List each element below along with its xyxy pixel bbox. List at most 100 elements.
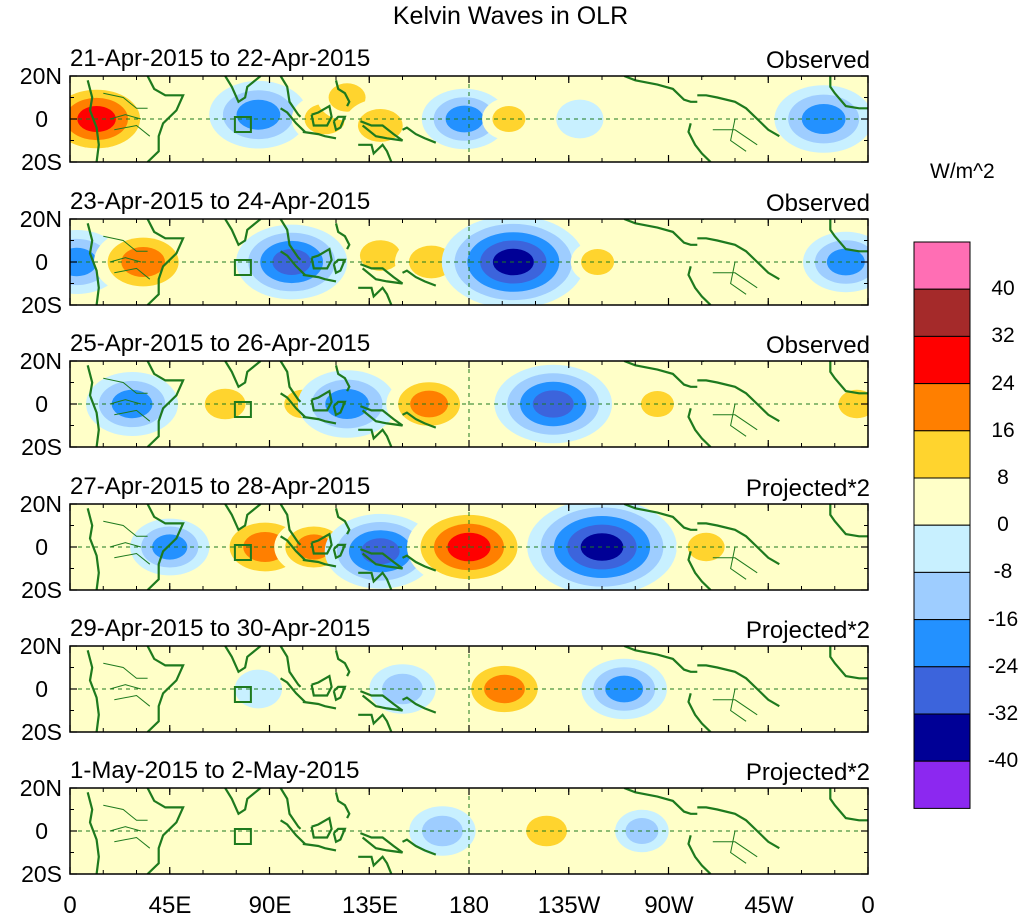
coastline [310,816,333,839]
coastline [302,700,337,710]
units-label: W/m^2 [930,160,995,183]
coastline [310,247,333,270]
coastline [279,646,302,688]
country-border [712,841,758,858]
coastline [623,219,698,246]
panel-status: Observed [765,332,870,359]
lat-label: 20N [19,775,62,801]
reference-box [233,686,252,703]
panel-field-3 [70,361,868,447]
country-border [114,694,151,707]
coastline [829,504,868,538]
contour-blob [234,669,283,709]
coastline [310,104,333,127]
colorbar-label: 16 [991,418,1015,442]
country-border [109,114,142,120]
coastline [332,115,347,132]
coastline [829,788,868,822]
lat-label: 20N [19,633,62,659]
coastline [279,392,306,418]
contour-blob [687,532,725,562]
panel-field-4 [70,504,868,590]
panel-date-range: 23-Apr-2015 to 24-Apr-2015 [70,188,371,215]
coastline [623,361,698,388]
figure-title: Kelvin Waves in OLR [392,2,629,30]
lat-label: 20N [19,491,62,517]
panel-date-range: 1-May-2015 to 2-May-2015 [70,757,360,784]
coastline [224,504,262,532]
colorbar-label: 32 [991,324,1015,348]
lat-label: 20S [21,719,62,745]
lat-label: 0 [35,534,48,560]
country-border [114,124,151,137]
colorbar-swatch [913,619,971,668]
coastline [146,504,185,590]
coastline [359,690,404,712]
coastline [302,130,337,140]
colorbar-label: 40 [991,277,1015,301]
colorbar-label: 24 [991,371,1015,395]
coastline [360,263,404,285]
colorbar-label: 8 [997,466,1009,489]
contour-blob [111,389,153,419]
coastline [623,76,698,103]
coastline [358,571,393,590]
colorbar-label: -24 [987,654,1019,678]
coastline [358,428,393,447]
reference-box [233,828,252,845]
contour-blob [325,389,369,419]
coastline [279,250,306,276]
lon-label: 180 [448,892,490,919]
coastline [279,76,302,118]
coastline [687,266,712,305]
lat-label: 20N [19,348,62,374]
coastline [280,107,306,133]
country-border [712,129,758,146]
coastline [302,415,337,425]
contour-blob [361,538,400,565]
coastline [402,126,437,144]
lat-label: 20N [19,63,62,89]
lon-label: 0 [63,892,77,919]
coastline [829,76,868,110]
coastline [687,693,712,732]
coastline [310,532,333,555]
coastline [86,650,100,732]
coastline [280,535,306,561]
lat-label: 0 [35,676,48,702]
country-border [109,399,142,405]
colorbar-swatch [913,335,971,385]
lat-label: 20S [21,434,62,460]
colorbar-swatch [913,666,971,715]
panel-date-range: 29-Apr-2015 to 30-Apr-2015 [70,615,371,642]
coastline [360,120,404,142]
coastline [697,379,780,423]
lat-label: 0 [35,818,48,844]
country-border [114,409,151,422]
coastline [334,508,351,535]
coastline [310,389,333,412]
coastline [358,855,393,874]
lat-label: 0 [35,249,48,275]
colorbar-label: -40 [987,749,1019,773]
contour-blob [556,99,604,139]
coastline [697,522,780,566]
colorbar-label: -32 [987,702,1019,725]
coastline [224,646,262,674]
country-border [712,272,758,289]
colorbar-swatch [913,713,971,762]
country-border [109,542,142,548]
lon-label: 90W [644,892,694,919]
country-border [103,804,148,821]
coastline [623,788,698,815]
panel-status: Observed [765,190,870,217]
panel-field-6 [70,788,868,874]
colorbar-label: -8 [993,560,1013,584]
panel-date-range: 27-Apr-2015 to 28-Apr-2015 [70,473,371,500]
coastline [302,273,337,283]
coastline [829,219,868,253]
reference-box [233,116,252,133]
coastline [334,792,351,819]
coastline [224,219,262,247]
reference-box [233,259,252,276]
